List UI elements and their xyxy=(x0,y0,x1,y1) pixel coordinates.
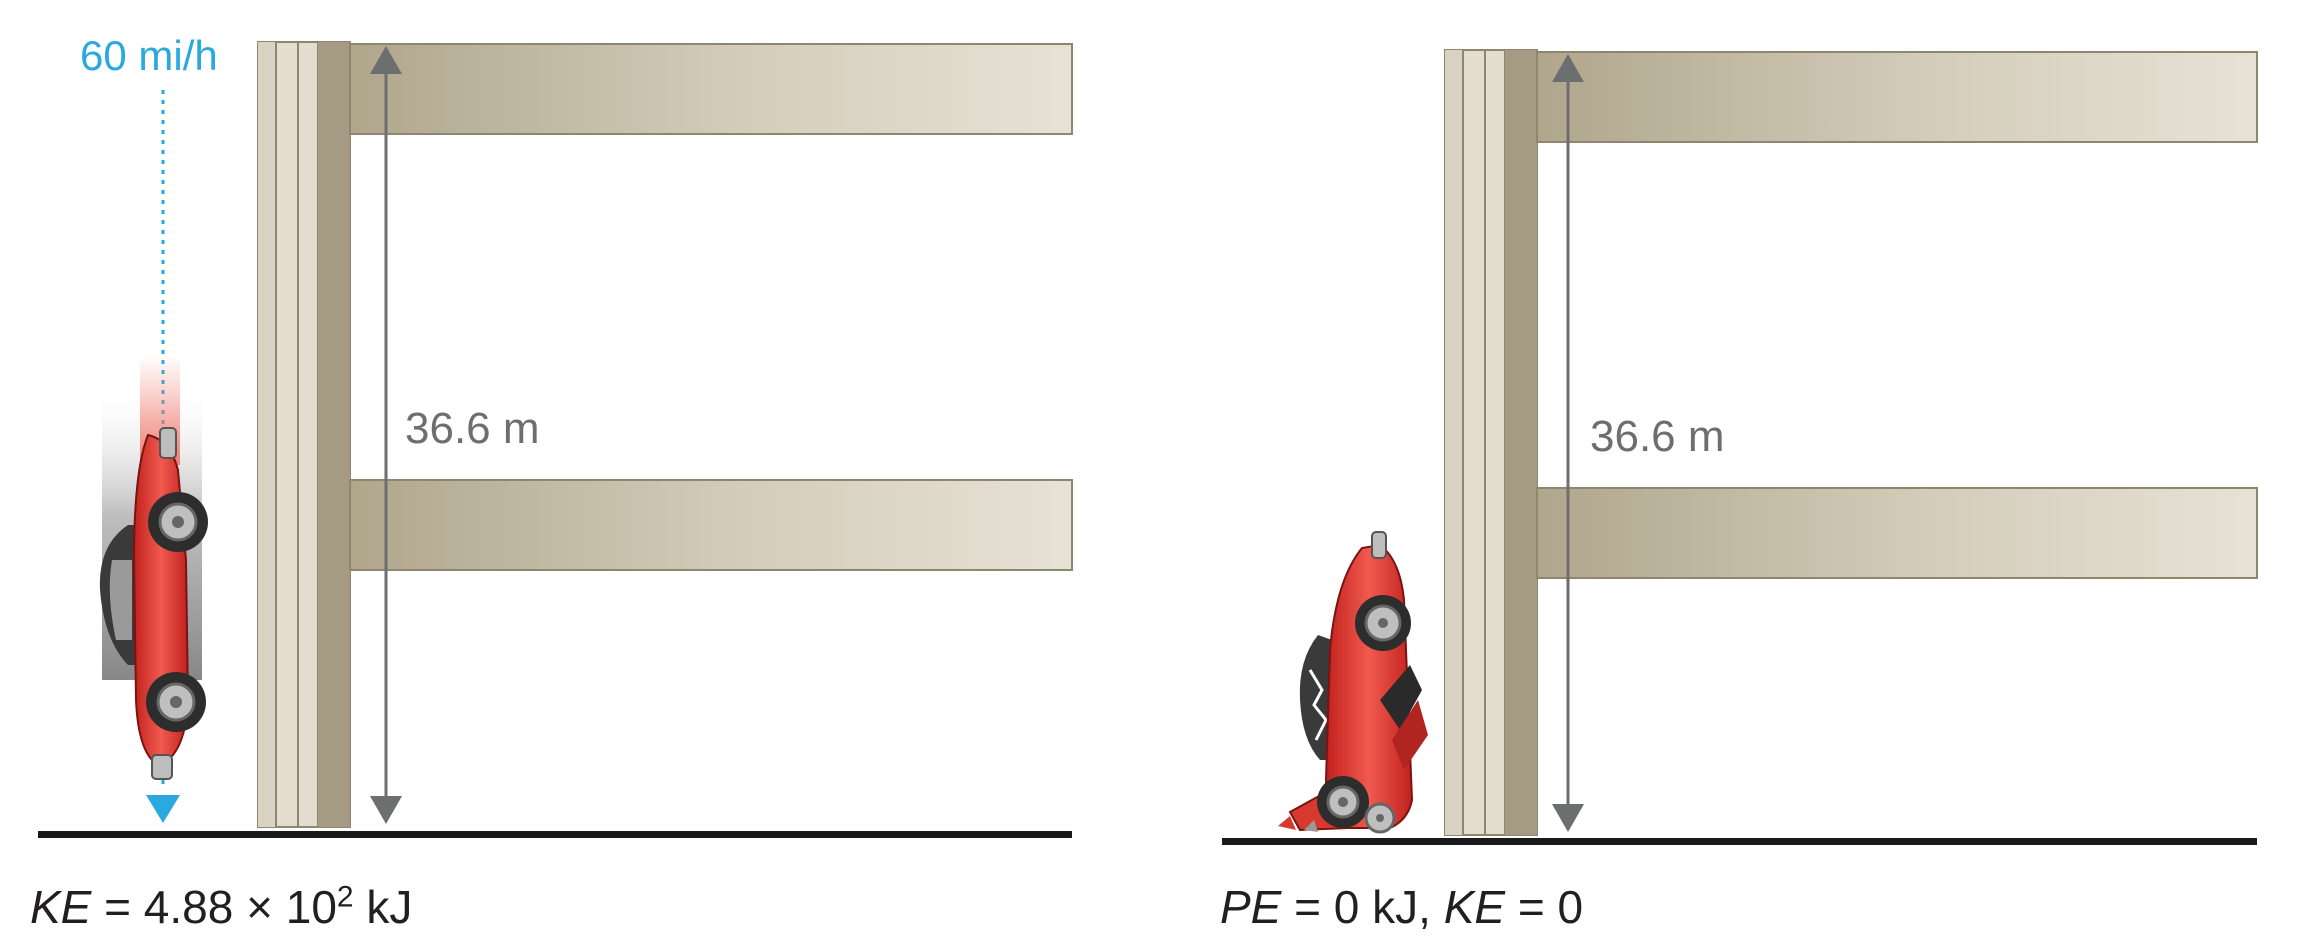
caption-left-eq: = 4.88 × 10 xyxy=(91,881,337,933)
caption-right: PE = 0 kJ, KE = 0 xyxy=(1220,880,1583,934)
down-arrow-icon xyxy=(146,795,180,823)
height-label-right: 36.6 m xyxy=(1590,412,1725,461)
caption-right-var1: PE xyxy=(1220,881,1282,933)
building-column-right xyxy=(1444,49,1538,836)
car-icon xyxy=(99,355,208,780)
speed-label: 60 mi/h xyxy=(80,32,218,79)
floor-slab-top-left xyxy=(349,43,1073,135)
building-column-left xyxy=(257,41,351,828)
right-panel: 36.6 m xyxy=(1222,49,2258,845)
caption-left-var: KE xyxy=(30,881,92,933)
caption-left-unit: kJ xyxy=(353,881,413,933)
crashed-car-icon xyxy=(1278,531,1428,834)
double-arrow-icon xyxy=(1552,54,1584,832)
left-panel: 36.6 m 60 mi/h xyxy=(38,32,1073,838)
caption-right-eq1: = 0 kJ, xyxy=(1281,881,1444,933)
caption-right-var2: KE xyxy=(1443,881,1506,933)
double-arrow-icon xyxy=(370,46,402,824)
caption-right-eq2: = 0 xyxy=(1505,881,1584,933)
floor-slab-mid-left xyxy=(349,479,1073,571)
caption-left-exp: 2 xyxy=(336,880,354,914)
ground-line-right xyxy=(1222,838,2257,845)
floor-slab-top-right xyxy=(1536,51,2258,143)
ground-line-left xyxy=(38,831,1072,838)
height-label-left: 36.6 m xyxy=(405,404,540,453)
caption-left: KE = 4.88 × 102 kJ xyxy=(30,880,412,934)
floor-slab-mid-right xyxy=(1536,487,2258,579)
